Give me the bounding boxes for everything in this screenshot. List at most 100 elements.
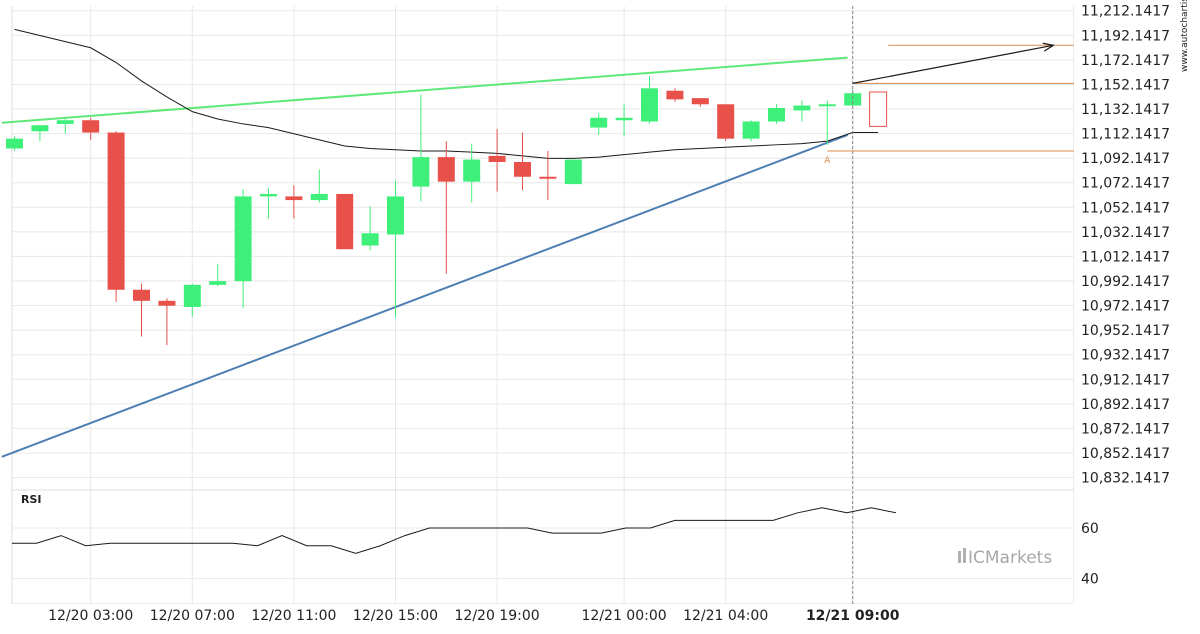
candle-body [133, 289, 150, 301]
upper-trendline [1, 56, 848, 124]
candle [793, 100, 811, 122]
candle-body [183, 284, 201, 307]
brand-logo-bar-1 [958, 551, 961, 563]
candle-body [209, 281, 227, 285]
candle-body [31, 125, 49, 132]
candle-body [285, 196, 303, 201]
watermark-text: www.autochartist.com [1180, 0, 1190, 72]
candle-body [590, 117, 608, 128]
candle [158, 298, 176, 346]
candle [209, 263, 227, 287]
y-tick-label: 11,112.1417 [1081, 127, 1170, 143]
candle [6, 136, 23, 151]
x-tick-label: 12/20 19:00 [455, 608, 540, 624]
candle [234, 189, 252, 309]
candle-body [107, 132, 125, 290]
y-tick-label: 10,852.1417 [1081, 446, 1170, 462]
candle [133, 283, 150, 337]
y-tick-label: 11,012.1417 [1081, 249, 1170, 265]
candle [768, 104, 785, 124]
y-tick-label: 10,832.1417 [1081, 471, 1170, 487]
candle-body [412, 157, 430, 187]
candle [463, 143, 481, 203]
y-tick-label: 11,152.1417 [1081, 77, 1170, 93]
candle [82, 117, 100, 140]
target-arrow-line [852, 44, 1054, 84]
rsi-label: RSI [21, 493, 42, 506]
candle [488, 128, 506, 192]
candle [56, 119, 74, 134]
candle-body [463, 159, 481, 182]
candle-body [56, 120, 74, 124]
y-tick-label: 10,892.1417 [1081, 397, 1170, 413]
candle [818, 100, 836, 145]
y-tick-label: 10,992.1417 [1081, 274, 1170, 290]
target-arrow-head [1042, 42, 1055, 52]
candle [412, 94, 430, 202]
y-tick-label: 10,872.1417 [1081, 421, 1170, 437]
candle [387, 180, 404, 319]
candle-body [387, 196, 404, 235]
rsi-panel: 60 40 [12, 507, 1099, 588]
y-tick-label: 10,952.1417 [1081, 323, 1170, 339]
candle-body [336, 193, 354, 250]
pattern-point-label: A [824, 156, 831, 166]
candle-body [844, 93, 862, 106]
candle [641, 76, 658, 124]
candle-body [742, 121, 760, 139]
y-tick-label: 11,192.1417 [1081, 28, 1170, 44]
candle-body [666, 90, 684, 100]
candle-body [437, 157, 455, 182]
candle-body [615, 117, 633, 121]
brand-logo-bar-2 [963, 548, 966, 563]
candles [6, 76, 888, 346]
candle-body [82, 120, 100, 133]
candle-body [158, 300, 176, 306]
candle [666, 88, 684, 102]
brand-text: ICMarkets [968, 548, 1052, 568]
y-tick-label: 11,132.1417 [1081, 102, 1170, 118]
candle-body [539, 176, 557, 179]
candle [260, 187, 277, 219]
candle [285, 185, 303, 219]
rsi-tick-label: 60 [1081, 521, 1099, 537]
y-tick-label: 11,052.1417 [1081, 200, 1170, 216]
candle-body [691, 98, 709, 105]
brand-logo: ICMarkets [958, 548, 1052, 568]
rsi-tick-label: 40 [1081, 572, 1099, 588]
y-tick-label: 10,932.1417 [1081, 348, 1170, 364]
candle-body [6, 138, 23, 149]
x-tick-label: 12/20 07:00 [150, 608, 235, 624]
candle-body [488, 155, 506, 163]
y-tick-label: 10,972.1417 [1081, 299, 1170, 315]
candle-body [310, 193, 328, 201]
candle-body [260, 193, 277, 197]
candle-body [641, 88, 658, 122]
candle-body [793, 105, 811, 111]
x-tick-label: 12/21 00:00 [582, 608, 667, 624]
y-tick-label: 11,092.1417 [1081, 151, 1170, 167]
candle [361, 206, 379, 251]
candle [717, 104, 735, 142]
candle [31, 125, 49, 142]
candle-body [234, 196, 252, 282]
candle-body [818, 104, 836, 107]
candle-body [361, 233, 379, 246]
candle [691, 98, 709, 107]
candle [107, 131, 125, 303]
candle [437, 141, 455, 274]
candle-body [564, 159, 582, 185]
price-axis-bg [1074, 0, 1200, 630]
price-axis: 11,212.1417 11,192.1417 11,172.1417 11,152.… [1074, 0, 1200, 630]
candle [869, 91, 888, 127]
candle [310, 169, 328, 203]
candle [742, 120, 760, 142]
candle-body-projected [869, 91, 888, 127]
y-tick-label: 10,912.1417 [1081, 372, 1170, 388]
candle-body [717, 104, 735, 139]
y-tick-label: 11,072.1417 [1081, 176, 1170, 192]
candle [336, 193, 354, 250]
x-tick-label: 12/20 15:00 [353, 608, 438, 624]
